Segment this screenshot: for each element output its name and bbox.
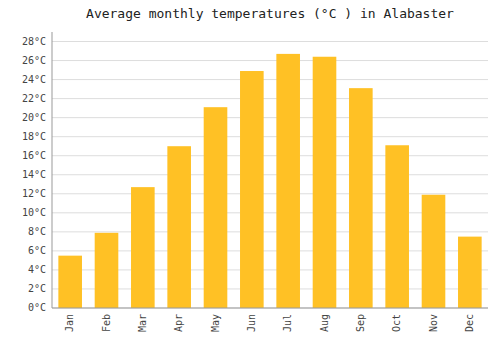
grid-line — [52, 136, 488, 137]
y-tick-label: 24°C — [22, 74, 46, 85]
grid — [52, 42, 488, 308]
bar — [458, 237, 482, 308]
y-tick-label: 8°C — [28, 226, 46, 237]
bar — [422, 195, 446, 308]
grid-line — [52, 79, 488, 80]
bar — [131, 187, 155, 308]
grid-line — [52, 60, 488, 61]
x-tick-label: Jun — [246, 314, 257, 332]
y-tick-label: 0°C — [28, 302, 46, 313]
y-tick-label: 10°C — [22, 207, 46, 218]
chart-container: Average monthly temperatures (°C ) in Al… — [0, 0, 500, 350]
y-tick-label: 14°C — [22, 169, 46, 180]
bar — [95, 233, 119, 308]
bars — [58, 54, 481, 308]
y-tick-label: 22°C — [22, 93, 46, 104]
y-tick-label: 18°C — [22, 131, 46, 142]
y-tick-label: 28°C — [22, 36, 46, 47]
bar — [58, 256, 82, 308]
x-tick-label: Oct — [391, 314, 402, 332]
x-tick-label: May — [210, 314, 221, 332]
bar — [240, 71, 264, 308]
bar — [167, 146, 191, 308]
x-tick-label: Jul — [282, 314, 293, 332]
bar — [385, 145, 409, 308]
grid-line — [52, 117, 488, 118]
grid-line — [52, 193, 488, 194]
bar — [313, 57, 337, 308]
x-axis-line — [52, 308, 488, 309]
x-tick-label: Mar — [137, 314, 148, 332]
x-tick-label: Dec — [464, 314, 475, 332]
grid-line — [52, 41, 488, 42]
x-tick-label: Apr — [173, 314, 184, 332]
y-tick-label: 20°C — [22, 112, 46, 123]
grid-line — [52, 155, 488, 156]
chart: Average monthly temperatures (°C ) in Al… — [0, 0, 500, 350]
grid-line — [52, 174, 488, 175]
grid-line — [52, 98, 488, 99]
x-tick-label: Aug — [319, 314, 330, 332]
title: Average monthly temperatures (°C ) in Al… — [86, 6, 454, 21]
x-tick-label: Jan — [64, 314, 75, 332]
y-tick-label: 4°C — [28, 264, 46, 275]
y-tick-label: 26°C — [22, 55, 46, 66]
bar — [204, 107, 228, 308]
y-axis-line — [52, 32, 53, 308]
y-tick-label: 16°C — [22, 150, 46, 161]
bar — [349, 88, 373, 308]
x-tick-label: Feb — [101, 314, 112, 332]
y-tick-label: 12°C — [22, 188, 46, 199]
y-tick-label: 2°C — [28, 283, 46, 294]
x-tick-label: Sep — [355, 314, 366, 332]
bar — [276, 54, 300, 308]
grid-line — [52, 308, 488, 309]
y-tick-label: 6°C — [28, 245, 46, 256]
x-tick-label: Nov — [428, 314, 439, 332]
